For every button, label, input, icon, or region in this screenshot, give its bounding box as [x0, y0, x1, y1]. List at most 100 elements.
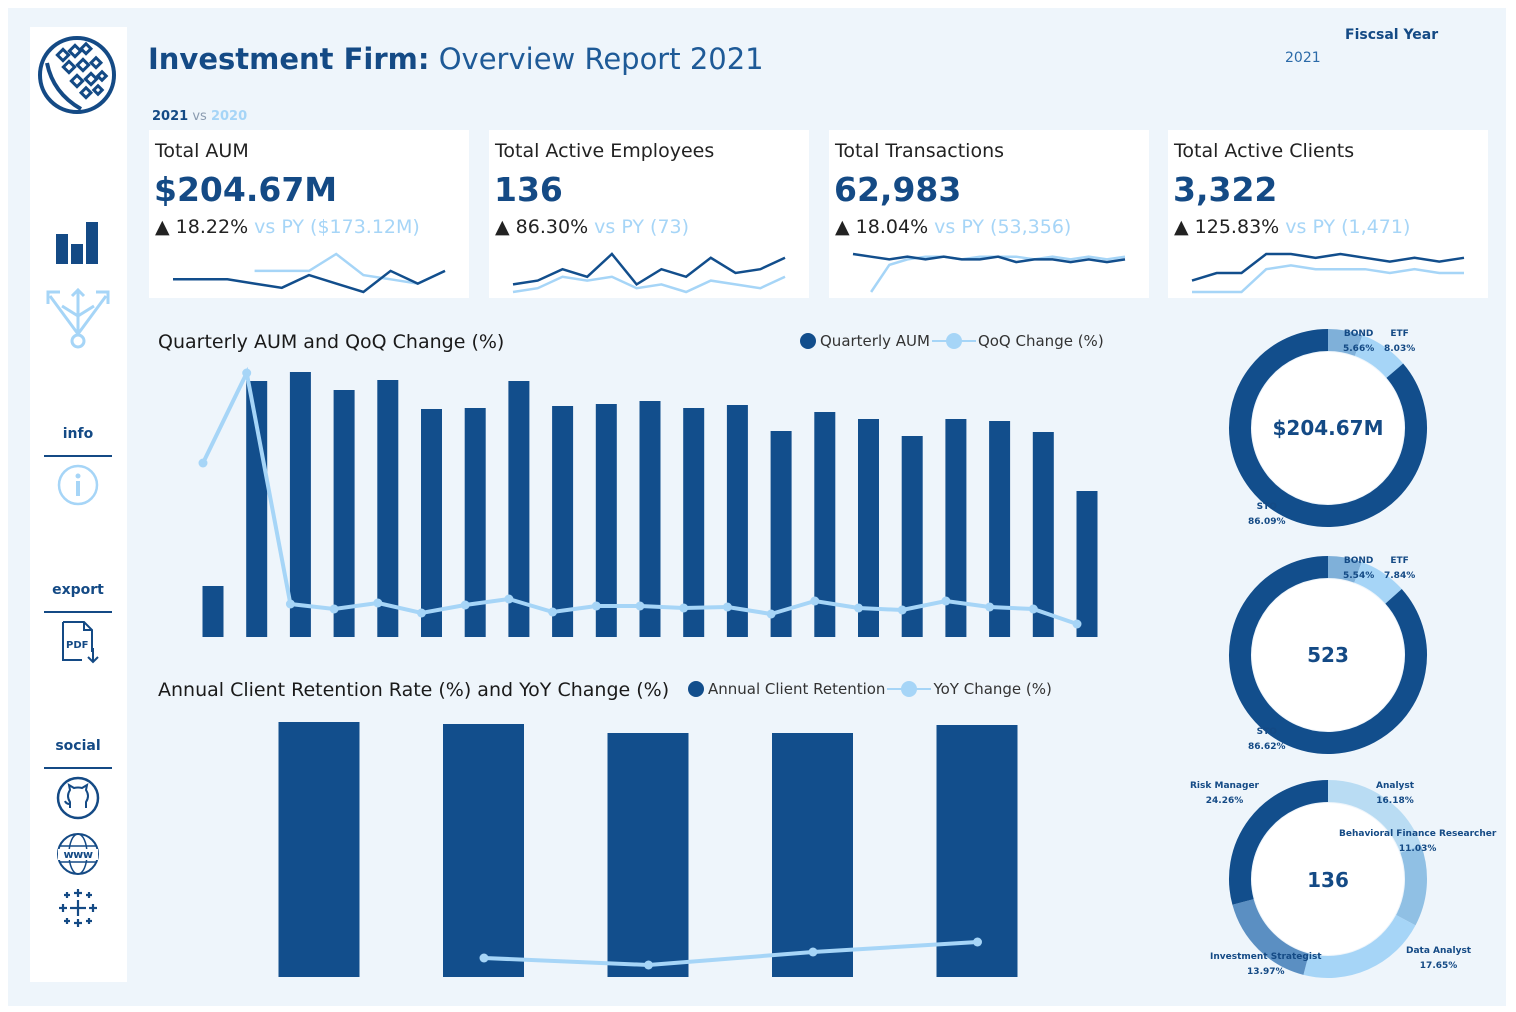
donut-hole: [1252, 579, 1404, 731]
social-divider: [44, 767, 112, 769]
bar: [770, 431, 792, 637]
slice-label: BOND: [1343, 556, 1374, 566]
sparkline-prior: [870, 255, 1126, 293]
tableau-icon[interactable]: [58, 888, 98, 928]
legend-line-yoy: [887, 681, 932, 697]
annual-retention-title: Annual Client Retention Rate (%) and YoY…: [158, 679, 670, 701]
line-point: [854, 603, 863, 613]
donut-label-bond: BOND 5.66%: [1343, 327, 1374, 357]
dashboard-chart-icon[interactable]: [54, 220, 100, 266]
compare-vs: vs: [192, 109, 207, 124]
up-arrow-icon: ▲: [835, 216, 850, 238]
kpi-card-total-aum: Total AUM $204.67M ▲ 18.22% vs PY ($173.…: [149, 130, 469, 298]
kpi-card-total-transactions: Total Transactions 62,983 ▲ 18.04% vs PY…: [829, 130, 1149, 298]
bar: [936, 725, 1018, 977]
donut-label-etf: ETF 7.84%: [1384, 554, 1415, 584]
kpi-label: Total Transactions: [835, 140, 1005, 162]
bar: [858, 419, 879, 637]
kpi-value: $204.67M: [154, 170, 338, 209]
slice-label: STO: [1256, 502, 1277, 512]
annual-legend: Annual Client Retention YoY Change (%): [688, 680, 1052, 698]
quarterly-legend: Quarterly AUM QoQ Change (%): [800, 332, 1104, 350]
bar: [772, 733, 853, 977]
www-text: www: [63, 848, 94, 861]
kpi-sparkline: [1191, 252, 1465, 294]
bar: [607, 733, 689, 977]
line-point: [329, 604, 339, 614]
donut-slice: [1327, 780, 1422, 854]
donut-slice: [1327, 329, 1363, 356]
kpi-change-pct: 125.83%: [1194, 216, 1280, 238]
kpi-label: Total Active Clients: [1174, 140, 1355, 162]
sparkline-current: [1191, 252, 1465, 282]
donut-slice: [1354, 335, 1404, 379]
donut-slice: [1229, 329, 1427, 527]
social-label: social: [55, 738, 101, 754]
kpi-sparkline: [852, 252, 1126, 293]
kpi-change-pct: 18.04%: [855, 216, 929, 238]
title-bold: Investment Firm:: [148, 42, 430, 76]
pdf-file-icon: [62, 621, 99, 664]
flow-network-icon[interactable]: [44, 286, 112, 350]
sparkline-current: [173, 269, 446, 294]
donut-label-behavioral: Behavioral Finance Researcher 11.03%: [1339, 827, 1496, 857]
bar: [726, 405, 748, 637]
sparkline-prior: [1192, 264, 1464, 294]
legend-line-qoq: [931, 333, 976, 349]
line-point: [1028, 604, 1038, 614]
donut-slice: [1229, 780, 1329, 905]
bar: [683, 408, 705, 637]
bar: [333, 390, 355, 637]
slice-pct: 5.54%: [1343, 571, 1375, 581]
compare-current: 2021: [152, 109, 189, 124]
info-icon[interactable]: [57, 464, 99, 506]
donut-slice: [1327, 556, 1362, 583]
kpi-change-pct: 18.22%: [175, 216, 249, 238]
bar: [595, 404, 617, 637]
title-year: 2021: [689, 42, 764, 76]
website-icon[interactable]: www: [56, 832, 100, 876]
line-point: [635, 601, 645, 611]
donut-slice: [1395, 845, 1427, 926]
github-icon[interactable]: [56, 776, 100, 820]
kpi-prior-year: vs PY (1,471): [1285, 216, 1411, 238]
donut-label-etf: ETF 8.03%: [1384, 327, 1415, 357]
page-title: Investment Firm: Overview Report 2021: [148, 42, 764, 76]
bar: [464, 408, 486, 637]
slice-pct: 86.62%: [1248, 742, 1286, 752]
pdf-text: PDF: [66, 640, 89, 651]
bar: [814, 412, 836, 637]
bar: [552, 406, 574, 637]
slice-pct: 11.03%: [1398, 844, 1437, 854]
line-point: [985, 602, 995, 612]
slice-pct: 13.97%: [1247, 967, 1285, 977]
kpi-label: Total AUM: [155, 140, 249, 162]
up-arrow-icon: ▲: [155, 216, 170, 238]
kpi-change: ▲ 18.22% vs PY ($173.12M): [155, 216, 420, 238]
bar: [421, 409, 442, 637]
donut-hole: [1252, 352, 1404, 504]
line-point: [941, 596, 951, 606]
donut-label-risk-manager: Risk Manager 24.26%: [1190, 779, 1259, 809]
slice-pct: 16.18%: [1376, 796, 1414, 806]
bar: [901, 436, 923, 637]
transactions-by-asset-donut: [1229, 556, 1427, 754]
line-point: [504, 594, 514, 604]
slice-pct: 17.65%: [1419, 961, 1458, 971]
slice-label: ETF: [1390, 329, 1409, 339]
quarterly-aum-title: Quarterly AUM and QoQ Change (%): [158, 331, 505, 353]
title-rest: Overview Report: [438, 42, 681, 76]
fiscal-year-filter[interactable]: 2021: [1285, 50, 1321, 66]
donut-label-data-analyst: Data Analyst 17.65%: [1406, 944, 1471, 974]
slice-pct: 86.09%: [1248, 517, 1286, 527]
info-divider: [44, 455, 112, 457]
slice-label: Risk Manager: [1190, 781, 1259, 791]
globe-icon: [57, 833, 99, 875]
line-point: [644, 960, 653, 970]
donut-center-transactions: 523: [1307, 643, 1349, 667]
kpi-change: ▲ 18.04% vs PY (53,356): [835, 216, 1071, 238]
pdf-export-icon[interactable]: PDF: [60, 620, 102, 666]
kpi-change-pct: 86.30%: [515, 216, 589, 238]
slice-label: ETF: [1390, 556, 1409, 566]
bar: [278, 722, 360, 977]
